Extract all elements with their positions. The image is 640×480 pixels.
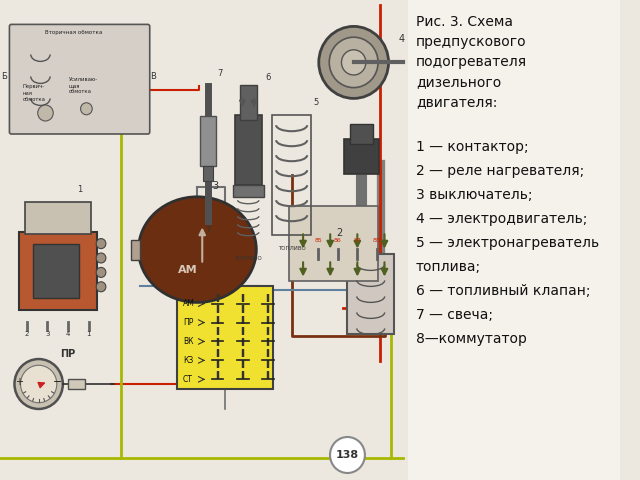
Circle shape: [330, 437, 365, 473]
Bar: [272, 115, 311, 235]
Text: 3: 3: [45, 331, 49, 336]
Bar: [33, 244, 79, 298]
Bar: [235, 115, 262, 185]
Text: В: В: [150, 72, 156, 81]
Text: 7 — свеча;: 7 — свеча;: [416, 308, 493, 322]
Text: 4 — электродвигатель;: 4 — электродвигатель;: [416, 212, 588, 226]
Bar: [177, 286, 273, 389]
Bar: [350, 124, 373, 144]
Circle shape: [342, 50, 366, 75]
Circle shape: [96, 267, 106, 277]
Text: ПР: ПР: [183, 318, 193, 327]
Text: 6 — топливный клапан;: 6 — топливный клапан;: [416, 284, 591, 298]
Bar: [239, 85, 257, 120]
Text: 1: 1: [86, 331, 91, 336]
Bar: [200, 116, 216, 167]
Circle shape: [96, 239, 106, 249]
Text: Вторичная обмотка: Вторичная обмотка: [45, 30, 103, 36]
Text: КЗ: КЗ: [183, 356, 193, 365]
Text: Б: Б: [1, 72, 6, 81]
Text: 7: 7: [205, 226, 211, 235]
Text: ВК: ВК: [183, 337, 193, 346]
Text: 86: 86: [334, 239, 342, 243]
Text: ТОПЛИВО: ТОПЛИВО: [234, 256, 262, 261]
Text: 2: 2: [336, 228, 342, 239]
Text: топлива;: топлива;: [416, 260, 481, 274]
Bar: [348, 254, 394, 334]
Text: 85: 85: [314, 239, 323, 243]
Bar: [289, 206, 378, 281]
Text: Первич-
ная
обмотка: Первич- ная обмотка: [23, 84, 46, 102]
Text: 88: 88: [372, 239, 380, 243]
Text: 6: 6: [265, 73, 270, 82]
Text: ТОПЛИВО: ТОПЛИВО: [278, 246, 305, 251]
Text: +: +: [15, 376, 23, 386]
Text: 2 — реле нагревателя;: 2 — реле нагревателя;: [416, 164, 584, 178]
Circle shape: [329, 37, 378, 87]
FancyBboxPatch shape: [10, 24, 150, 134]
Text: АМ: АМ: [183, 299, 195, 308]
Ellipse shape: [138, 197, 256, 302]
Circle shape: [15, 359, 63, 409]
Text: СТ: СТ: [183, 375, 193, 384]
Text: ПР: ПР: [60, 349, 76, 359]
Text: −: −: [53, 376, 63, 386]
Bar: [131, 240, 140, 260]
Text: Усиливаю-
щая
обмотка: Усиливаю- щая обмотка: [68, 77, 98, 95]
Text: 3: 3: [212, 181, 218, 191]
Circle shape: [96, 282, 106, 292]
Bar: [203, 167, 212, 181]
Bar: [408, 0, 620, 480]
Circle shape: [38, 105, 53, 121]
Text: АМ: АМ: [178, 264, 198, 275]
Text: 4: 4: [398, 35, 404, 44]
Bar: [233, 185, 264, 197]
Bar: [68, 379, 85, 389]
Text: 4: 4: [66, 331, 70, 336]
Text: Рис. 3. Схема
предпускового
подогревателя
дизельного
двигателя:: Рис. 3. Схема предпускового подогревател…: [416, 15, 527, 109]
Text: 3 выключатель;: 3 выключатель;: [416, 188, 532, 202]
Circle shape: [96, 253, 106, 263]
Text: 138: 138: [336, 450, 359, 460]
Bar: [344, 139, 379, 174]
Text: 1 — контактор;: 1 — контактор;: [416, 140, 529, 154]
Text: 87: 87: [353, 239, 361, 243]
Text: 2: 2: [24, 331, 29, 336]
Text: 7: 7: [217, 70, 222, 78]
Text: 5: 5: [313, 98, 319, 107]
Bar: [0, 0, 408, 480]
Circle shape: [319, 26, 388, 98]
Bar: [19, 232, 97, 310]
Circle shape: [20, 365, 57, 403]
Text: 1: 1: [77, 185, 82, 193]
Bar: [25, 202, 92, 234]
Circle shape: [81, 103, 92, 115]
Text: 8—коммутатор: 8—коммутатор: [416, 332, 527, 346]
Text: 5 — электронагреватель: 5 — электронагреватель: [416, 236, 599, 250]
